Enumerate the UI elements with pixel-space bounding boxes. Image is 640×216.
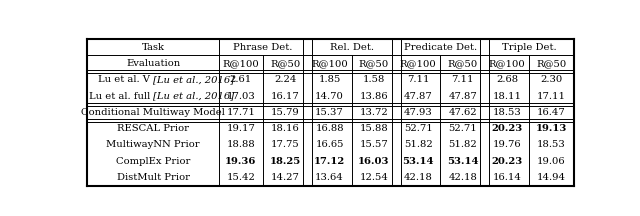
Text: 2.24: 2.24 — [274, 75, 296, 84]
Text: 20.23: 20.23 — [492, 124, 523, 133]
Text: 51.82: 51.82 — [448, 140, 477, 149]
Text: 19.06: 19.06 — [537, 157, 566, 166]
Text: Lu et al. V: Lu et al. V — [98, 75, 153, 84]
Text: 7.11: 7.11 — [451, 75, 474, 84]
Text: Triple Det.: Triple Det. — [502, 43, 556, 52]
Text: Task: Task — [141, 43, 164, 52]
Text: 14.27: 14.27 — [271, 173, 300, 182]
Text: 14.70: 14.70 — [315, 92, 344, 101]
Text: Predicate Det.: Predicate Det. — [404, 43, 477, 52]
Text: R@50: R@50 — [536, 59, 566, 68]
Text: R@50: R@50 — [359, 59, 389, 68]
Text: 16.14: 16.14 — [493, 173, 522, 182]
Text: 20.23: 20.23 — [492, 157, 523, 166]
Text: 15.57: 15.57 — [360, 140, 388, 149]
Text: RESCAL Prior: RESCAL Prior — [117, 124, 189, 133]
Text: 1.58: 1.58 — [363, 75, 385, 84]
Text: 7.11: 7.11 — [407, 75, 429, 84]
Text: 17.11: 17.11 — [537, 92, 566, 101]
Text: 47.62: 47.62 — [449, 108, 477, 117]
Text: Phrase Det.: Phrase Det. — [234, 43, 292, 52]
Text: [Lu et al., 2016]: [Lu et al., 2016] — [153, 75, 234, 84]
Text: DistMult Prior: DistMult Prior — [116, 173, 189, 182]
Text: 52.71: 52.71 — [404, 124, 433, 133]
Text: 18.16: 18.16 — [271, 124, 300, 133]
Text: R@100: R@100 — [488, 59, 525, 68]
Text: 19.13: 19.13 — [536, 124, 567, 133]
Text: 47.87: 47.87 — [404, 92, 433, 101]
Text: 17.71: 17.71 — [227, 108, 255, 117]
Text: 17.75: 17.75 — [271, 140, 300, 149]
Text: 13.72: 13.72 — [360, 108, 388, 117]
Text: 16.47: 16.47 — [537, 108, 566, 117]
Text: 2.30: 2.30 — [540, 75, 563, 84]
Text: R@100: R@100 — [400, 59, 436, 68]
Text: 16.17: 16.17 — [271, 92, 300, 101]
Text: 17.03: 17.03 — [227, 92, 255, 101]
Text: 15.79: 15.79 — [271, 108, 300, 117]
Text: 12.54: 12.54 — [360, 173, 388, 182]
Text: Rel. Det.: Rel. Det. — [330, 43, 374, 52]
Text: 13.64: 13.64 — [315, 173, 344, 182]
Text: 16.65: 16.65 — [316, 140, 344, 149]
Text: 14.94: 14.94 — [537, 173, 566, 182]
Text: 18.53: 18.53 — [493, 108, 522, 117]
Text: 42.18: 42.18 — [448, 173, 477, 182]
Text: 2.68: 2.68 — [496, 75, 518, 84]
Text: 19.36: 19.36 — [225, 157, 257, 166]
Text: 2.61: 2.61 — [230, 75, 252, 84]
Text: 17.12: 17.12 — [314, 157, 345, 166]
Text: 15.88: 15.88 — [360, 124, 388, 133]
Text: ComplEx Prior: ComplEx Prior — [116, 157, 190, 166]
Text: 16.03: 16.03 — [358, 157, 390, 166]
Text: R@100: R@100 — [311, 59, 348, 68]
Text: 18.53: 18.53 — [537, 140, 566, 149]
Text: 15.42: 15.42 — [227, 173, 255, 182]
Text: 47.93: 47.93 — [404, 108, 433, 117]
Text: 18.11: 18.11 — [493, 92, 522, 101]
Text: Lu et al. full: Lu et al. full — [89, 92, 153, 101]
Text: 51.82: 51.82 — [404, 140, 433, 149]
Text: 19.76: 19.76 — [493, 140, 522, 149]
Text: 13.86: 13.86 — [360, 92, 388, 101]
Text: [Lu et al., 2016]: [Lu et al., 2016] — [153, 92, 234, 101]
Text: 19.17: 19.17 — [227, 124, 255, 133]
Text: Conditional Multiway Model: Conditional Multiway Model — [81, 108, 225, 117]
Text: MultiwayNN Prior: MultiwayNN Prior — [106, 140, 200, 149]
Text: 18.25: 18.25 — [269, 157, 301, 166]
Text: 52.71: 52.71 — [448, 124, 477, 133]
Text: R@50: R@50 — [270, 59, 300, 68]
Text: 53.14: 53.14 — [447, 157, 478, 166]
Text: 47.87: 47.87 — [448, 92, 477, 101]
Text: 42.18: 42.18 — [404, 173, 433, 182]
Text: 18.88: 18.88 — [227, 140, 255, 149]
Text: 16.88: 16.88 — [316, 124, 344, 133]
Text: R@100: R@100 — [223, 59, 259, 68]
Text: 53.14: 53.14 — [403, 157, 434, 166]
Text: Evaluation: Evaluation — [126, 59, 180, 68]
Text: R@50: R@50 — [447, 59, 477, 68]
Text: 15.37: 15.37 — [315, 108, 344, 117]
Text: 1.85: 1.85 — [318, 75, 340, 84]
